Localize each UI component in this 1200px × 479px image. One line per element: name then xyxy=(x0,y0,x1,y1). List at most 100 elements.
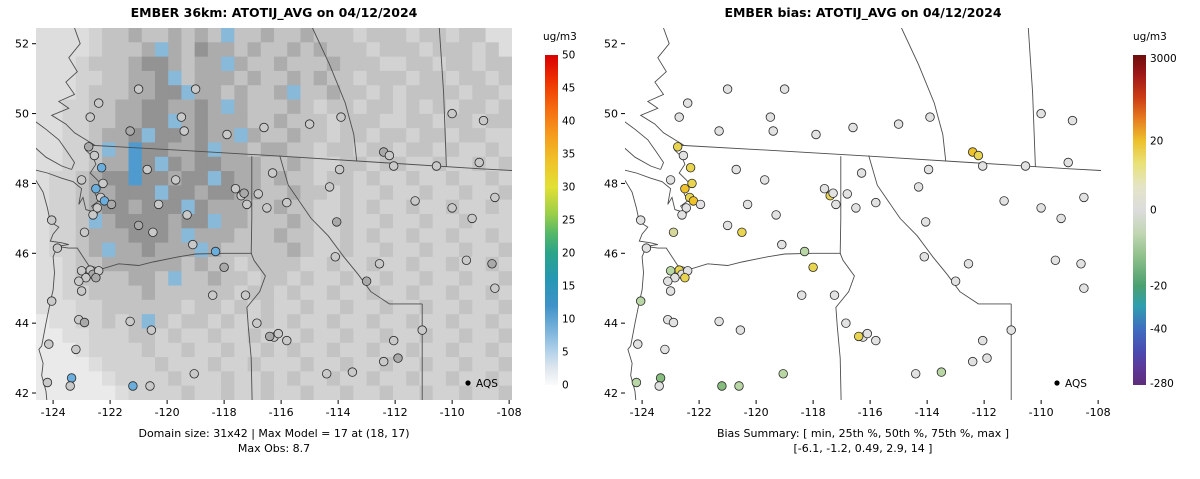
station-point xyxy=(190,84,201,94)
model-grid-cell xyxy=(207,214,222,229)
model-grid-cell xyxy=(419,199,434,215)
model-grid-cell xyxy=(155,299,169,315)
station-point xyxy=(808,262,818,273)
station-point xyxy=(474,157,484,168)
model-grid-cell xyxy=(287,185,301,201)
model-grid-cell xyxy=(393,299,407,315)
x-tick-label: -108 xyxy=(497,406,522,419)
station-point xyxy=(799,246,810,257)
model-grid-cell xyxy=(247,142,262,158)
model-grid-cell xyxy=(432,299,447,315)
model-grid-cell xyxy=(207,128,222,143)
model-grid-cell xyxy=(62,271,77,287)
model-grid-cell xyxy=(326,171,341,186)
aqs-legend-dot-left xyxy=(465,380,471,386)
model-grid-cell xyxy=(406,85,420,101)
station-point xyxy=(79,317,90,328)
model-grid-cell xyxy=(459,228,473,244)
model-grid-cell xyxy=(155,271,169,287)
model-grid-cell xyxy=(207,199,222,215)
model-grid-cell xyxy=(168,28,182,43)
model-grid-cell xyxy=(62,357,77,372)
model-grid-cell xyxy=(353,285,368,301)
model-grid-cell xyxy=(62,328,77,344)
model-grid-cell xyxy=(326,328,341,344)
model-grid-cell xyxy=(49,142,63,158)
model-grid-cell xyxy=(221,56,235,72)
station-point xyxy=(735,325,746,335)
model-grid-cell xyxy=(445,371,460,387)
model-grid-cell xyxy=(287,113,301,129)
model-grid-cell xyxy=(353,99,368,115)
model-grid-cell xyxy=(432,214,447,229)
model-grid-cell xyxy=(115,113,130,129)
model-grid-cell xyxy=(300,271,315,287)
model-grid-cell xyxy=(128,142,143,158)
model-grid-cell xyxy=(287,171,301,186)
model-grid-cell xyxy=(234,357,249,372)
model-grid-cell xyxy=(88,128,103,143)
station-point xyxy=(828,188,838,198)
station-point xyxy=(47,215,57,225)
model-grid-cell xyxy=(221,299,235,315)
station-point xyxy=(760,175,770,185)
model-grid-cell xyxy=(445,171,460,186)
model-grid-cell xyxy=(406,56,420,72)
model-grid-cell xyxy=(432,70,447,86)
model-grid-cell xyxy=(36,299,50,315)
model-grid-cell xyxy=(498,70,512,86)
model-grid-cell xyxy=(472,99,487,115)
model-grid-cell xyxy=(445,357,460,372)
model-grid-cell xyxy=(340,185,354,201)
model-grid-cell xyxy=(88,42,103,58)
model-grid-cell xyxy=(234,56,249,72)
model-grid-cell xyxy=(234,85,249,101)
model-grid-cell xyxy=(207,171,222,186)
station-point xyxy=(683,98,693,108)
map-outline-vancouver_island xyxy=(36,121,76,170)
station-point xyxy=(871,335,881,346)
station-point xyxy=(133,84,144,94)
model-grid-cell xyxy=(445,42,460,58)
station-point xyxy=(88,210,98,220)
model-grid-cell xyxy=(419,271,434,287)
model-grid-cell xyxy=(432,328,447,344)
model-grid-cell xyxy=(472,185,487,201)
model-grid-cell xyxy=(247,299,262,315)
map-outline-border_id_mt xyxy=(868,155,1012,305)
station-point xyxy=(91,273,101,283)
x-tick-label: -114 xyxy=(915,406,940,419)
station-point xyxy=(76,266,87,276)
station-point xyxy=(461,255,472,265)
model-grid-cell xyxy=(472,256,487,272)
colorbar-tick-labels: 0 5 10 15 20 25 30 35 40 45 50 3000 20 0 -20 -40 -280 xyxy=(562,50,1177,392)
model-grid-cell xyxy=(498,142,512,158)
model-grid-cell xyxy=(432,228,447,244)
model-grid-cell xyxy=(393,142,407,158)
model-grid-cell xyxy=(221,214,235,229)
model-grid-cell xyxy=(432,199,447,215)
model-grid-cell xyxy=(406,99,420,115)
model-grid-cell xyxy=(102,242,116,258)
model-grid-cell xyxy=(393,199,407,215)
model-grid-cell xyxy=(36,156,50,172)
model-grid-cell xyxy=(102,28,116,43)
model-grid-cell xyxy=(485,199,500,215)
station-point xyxy=(665,266,676,276)
station-point xyxy=(674,112,684,122)
y-tick-label: 52 xyxy=(604,38,618,51)
model-grid-cell xyxy=(181,171,196,186)
station-point xyxy=(334,164,345,175)
model-grid-cell xyxy=(432,342,447,358)
model-grid-cell xyxy=(300,314,315,329)
model-grid-cell xyxy=(419,314,434,329)
model-grid-cell xyxy=(366,299,381,315)
model-grid-cell xyxy=(36,70,50,86)
model-grid-cell xyxy=(260,156,275,172)
station-point xyxy=(778,369,788,379)
model-grid-cell xyxy=(181,70,196,86)
model-grid-cell xyxy=(155,371,169,387)
model-grid-cell xyxy=(287,285,301,301)
station-point xyxy=(893,119,904,129)
